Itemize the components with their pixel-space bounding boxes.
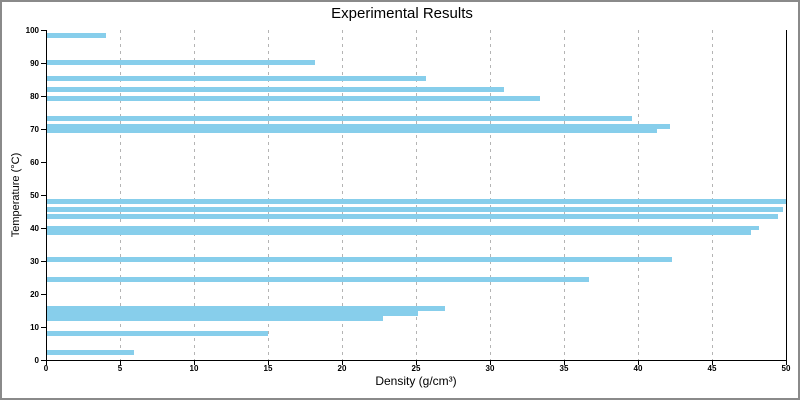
gridline: [342, 30, 343, 360]
bar: [47, 315, 383, 321]
gridline: [490, 30, 491, 360]
y-tick-label: 70: [30, 124, 39, 134]
gridline: [268, 30, 269, 360]
bar: [47, 306, 446, 311]
y-tick-mark: [41, 360, 46, 361]
y-tick-mark: [41, 195, 46, 196]
x-tick-label: 50: [781, 364, 791, 373]
bar: [47, 256, 672, 262]
y-tick-label: 20: [30, 289, 39, 299]
bar: [47, 75, 426, 81]
x-axis-line: [46, 360, 787, 361]
x-tick-label: 25: [411, 364, 421, 373]
x-tick-mark: [712, 361, 713, 365]
x-tick-mark: [194, 361, 195, 365]
y-tick-label: 50: [30, 190, 39, 200]
bar: [47, 128, 657, 134]
bar: [47, 230, 752, 236]
y-tick-mark: [41, 129, 46, 130]
x-tick-mark: [490, 361, 491, 365]
x-tick-label: 10: [189, 364, 199, 373]
x-axis-label: Density (g/cm³): [375, 374, 457, 388]
x-tick-label: 35: [559, 364, 569, 373]
bar: [47, 225, 759, 231]
y-tick-mark: [41, 63, 46, 64]
gridline: [416, 30, 417, 360]
x-tick-mark: [46, 361, 47, 365]
bar: [47, 349, 135, 355]
x-tick-label: 0: [43, 364, 49, 373]
bar: [47, 213, 779, 219]
y-tick-label: 10: [30, 322, 39, 332]
y-tick-label: 100: [25, 25, 39, 35]
bar: [47, 277, 589, 283]
gridline: [194, 30, 195, 360]
bar: [47, 207, 783, 212]
x-tick-mark: [342, 361, 343, 365]
x-tick-label: 45: [707, 364, 717, 373]
x-tick-label: 30: [485, 364, 495, 373]
chart-title: Experimental Results: [331, 5, 473, 22]
x-tick-mark: [638, 361, 639, 365]
x-tick-mark: [268, 361, 269, 365]
bar: [47, 86, 505, 92]
bar: [47, 32, 107, 38]
bar: [47, 115, 632, 121]
x-tick-label: 15: [263, 364, 273, 373]
y-tick-mark: [41, 162, 46, 163]
y-axis-line: [46, 30, 47, 361]
x-tick-mark: [786, 361, 787, 365]
x-tick-label: 20: [337, 364, 347, 373]
y-tick-mark: [41, 327, 46, 328]
y-tick-mark: [41, 228, 46, 229]
gridline: [712, 30, 713, 360]
y-tick-mark: [41, 96, 46, 97]
y-tick-label: 0: [34, 355, 39, 365]
y-tick-mark: [41, 261, 46, 262]
x-tick-label: 5: [117, 364, 123, 373]
x-tick-mark: [120, 361, 121, 365]
y-tick-mark: [41, 294, 46, 295]
gridline: [564, 30, 565, 360]
x-tick-mark: [564, 361, 565, 365]
bar: [47, 96, 540, 102]
y-tick-label: 60: [30, 157, 39, 167]
x-tick-label: 40: [633, 364, 643, 373]
y-tick-mark: [41, 30, 46, 31]
plot-area: [46, 30, 787, 361]
y-tick-label: 40: [30, 223, 39, 233]
bar: [47, 310, 419, 316]
gridline: [638, 30, 639, 360]
x-tick-mark: [416, 361, 417, 365]
gridline: [120, 30, 121, 360]
y-tick-label: 80: [30, 91, 39, 101]
bar: [47, 331, 268, 337]
bar: [47, 199, 787, 205]
right-axis-line: [786, 30, 787, 361]
y-tick-label: 90: [30, 58, 39, 68]
y-tick-label: 30: [30, 256, 39, 266]
bar: [47, 59, 315, 65]
bar: [47, 123, 671, 129]
